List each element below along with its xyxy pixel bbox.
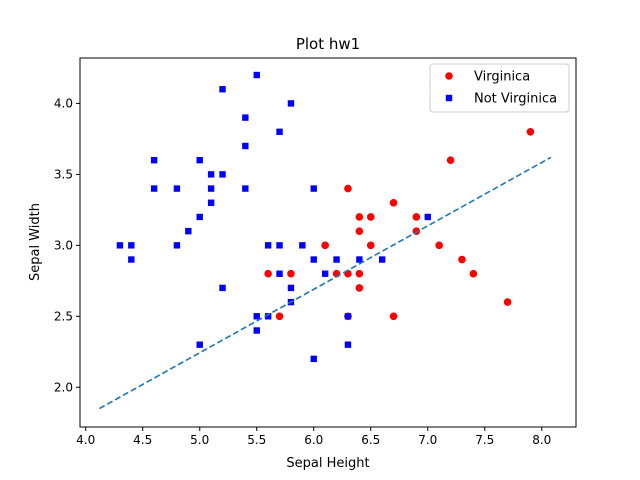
data-point-not-virginica [424,213,431,221]
data-point-virginica [469,269,478,278]
data-point-not-virginica [207,185,215,192]
data-point-not-virginica [173,185,181,192]
y-tick-label: 3.0 [54,238,73,252]
data-point-virginica [412,213,421,221]
y-tick-label: 2.0 [54,380,73,394]
data-point-not-virginica [128,242,135,249]
data-point-virginica [526,128,535,136]
data-point-not-virginica [276,242,283,249]
data-point-virginica [503,298,512,306]
chart-title: Plot hw1 [296,35,360,53]
data-point-not-virginica [276,270,283,277]
data-point-not-virginica [253,313,260,320]
y-tick-label: 3.5 [54,167,73,181]
data-point-virginica [458,255,466,264]
y-tick-label: 2.5 [54,309,73,323]
y-tick-label: 4.0 [54,96,73,110]
data-point-not-virginica [253,71,260,79]
data-point-not-virginica [150,185,158,192]
x-tick-label: 4.5 [133,433,152,447]
x-tick-label: 8.0 [532,433,551,447]
data-point-not-virginica [219,284,226,292]
data-point-not-virginica [310,355,317,363]
data-point-not-virginica [173,242,181,249]
data-point-not-virginica [116,242,124,249]
y-axis: 2.0 2.5 3.0 3.5 4.0 [54,96,80,394]
data-point-not-virginica [287,100,295,107]
legend-marker-not-virginica [445,94,453,102]
data-point-not-virginica [287,284,295,292]
data-point-not-virginica [344,313,352,320]
data-point-not-virginica [150,156,158,164]
legend: Virginica Not Virginica [429,63,570,113]
x-tick-label: 7.5 [475,433,494,447]
data-point-not-virginica [378,256,386,263]
axes-frame [79,57,577,428]
data-point-not-virginica [344,341,352,348]
data-point-not-virginica [196,341,203,348]
x-tick-label: 5.5 [247,433,266,447]
data-point-virginica [264,269,272,278]
data-point-not-virginica [207,199,215,206]
data-point-not-virginica [276,128,283,135]
y-axis-label: Sepal Width [28,203,43,281]
data-point-virginica [321,241,329,250]
legend-label: Virginica [474,70,530,85]
data-point-virginica [355,213,364,221]
data-point-not-virginica [196,156,203,164]
x-axis-label: Sepal Height [286,456,369,471]
data-point-not-virginica [207,171,215,178]
data-point-virginica [355,269,364,278]
data-point-not-virginica [242,185,249,192]
data-point-virginica [287,269,295,278]
data-point-not-virginica [264,313,272,320]
data-point-virginica [446,156,455,164]
data-point-not-virginica [196,213,203,221]
x-tick-label: 5.0 [190,433,209,447]
x-tick-label: 4.0 [76,433,95,447]
data-point-not-virginica [264,242,272,249]
data-point-not-virginica [321,270,329,277]
data-point-not-virginica [128,256,135,263]
data-point-not-virginica [185,227,192,235]
data-point-virginica [389,198,398,207]
data-point-virginica [275,312,284,321]
data-point-not-virginica [242,142,249,150]
data-point-virginica [366,213,375,221]
x-tick-label: 7.0 [418,433,437,447]
legend-box [429,63,570,113]
data-point-virginica [435,241,443,250]
data-point-not-virginica [253,327,260,334]
decision-boundary-line [98,156,552,410]
data-point-virginica [355,227,364,235]
data-point-not-virginica [310,185,317,192]
data-point-not-virginica [356,256,363,263]
legend-marker-virginica [445,72,453,80]
x-tick-label: 6.5 [361,433,380,447]
x-axis: 4.0 4.5 5.0 5.5 6.0 6.5 7.0 7.5 8.0 [76,427,551,447]
data-point-not-virginica [219,86,226,93]
x-tick-label: 6.0 [304,433,323,447]
data-point-virginica [344,184,352,193]
data-point-not-virginica [219,171,226,178]
data-point-not-virginica [310,256,317,263]
legend-label: Not Virginica [474,92,557,107]
data-point-virginica [366,241,375,250]
data-point-not-virginica [299,242,306,249]
plot-area [98,71,552,410]
data-point-virginica [355,284,364,292]
data-point-not-virginica [333,256,340,263]
data-point-not-virginica [242,114,249,121]
data-point-virginica [389,312,398,321]
